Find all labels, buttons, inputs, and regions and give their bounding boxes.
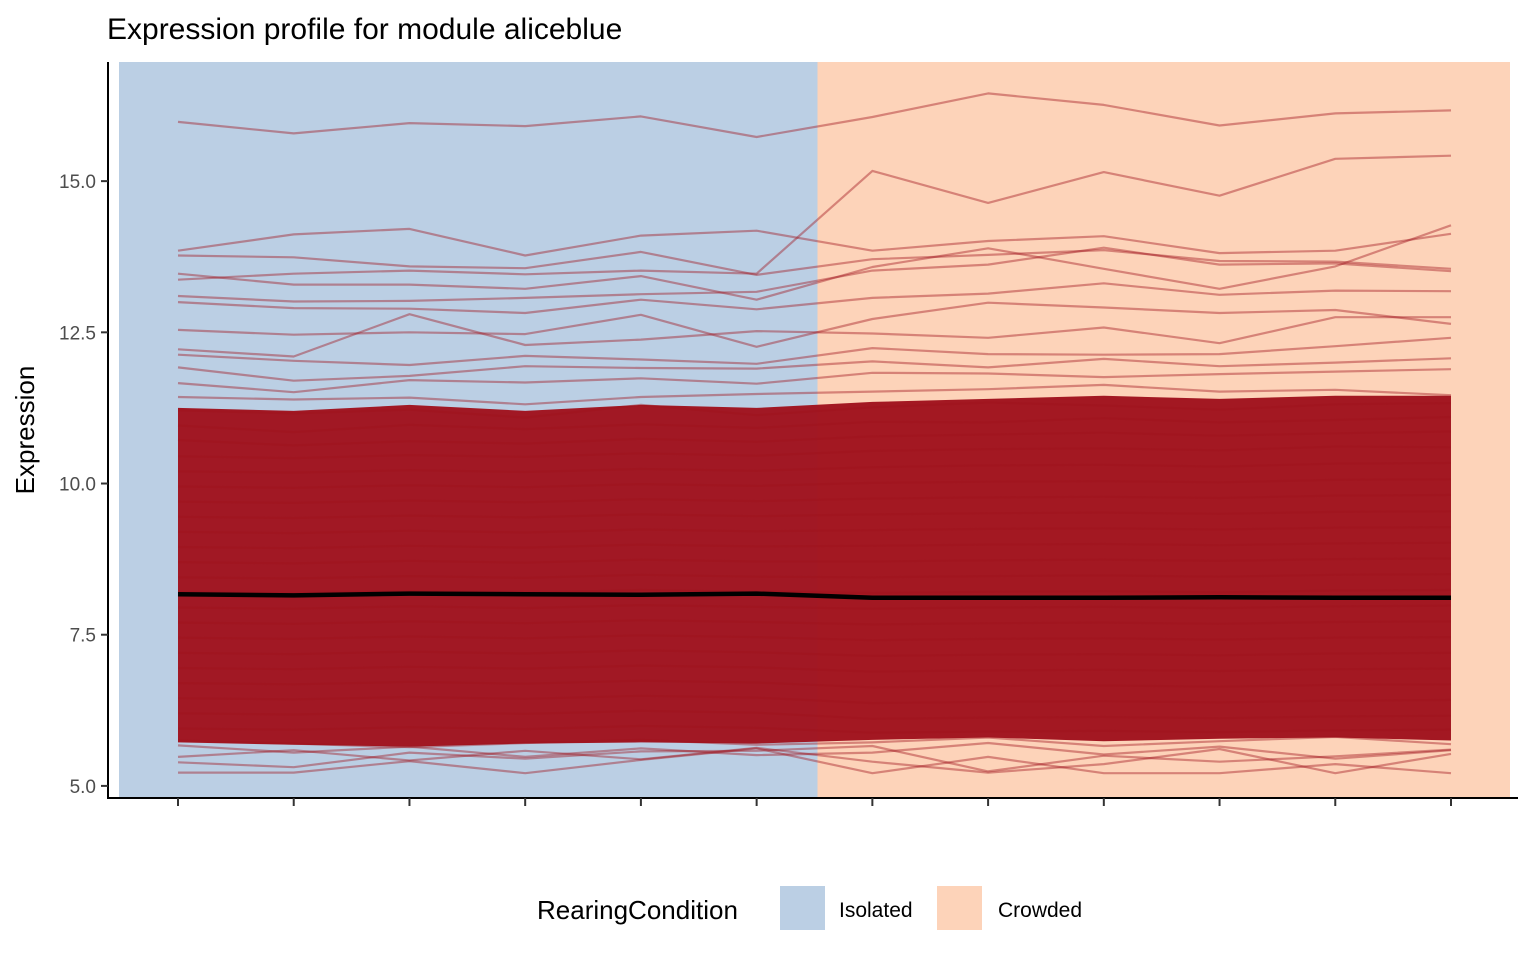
gene-line: [178, 747, 1452, 775]
y-tick-label: 7.5: [70, 626, 96, 647]
y-axis-title: Expression: [10, 366, 40, 495]
gene-line: [177, 573, 1452, 580]
gene-line: [177, 664, 1452, 673]
gene-line: [177, 301, 1452, 348]
gene-line: [177, 461, 1452, 474]
gene-line: [177, 510, 1452, 520]
gene-line: [177, 603, 1452, 610]
gene-line: [177, 227, 1452, 257]
gene-lines-layer: [177, 92, 1452, 775]
gene-line: [177, 735, 1452, 749]
gene-line: [177, 746, 1452, 775]
gene-line-band: [178, 395, 1451, 747]
y-tick-label: 12.5: [59, 323, 96, 344]
gene-line: [177, 246, 1452, 303]
gene-line: [177, 649, 1452, 658]
legend: RearingCondition Isolated Crowded: [537, 886, 1082, 930]
gene-line: [177, 249, 1452, 276]
gene-line: [177, 694, 1452, 705]
y-tick-label: 15.0: [59, 172, 96, 193]
y-tick-label: 10.0: [59, 475, 96, 496]
legend-key-isolated: [780, 886, 825, 930]
gene-line: [177, 415, 1452, 434]
gene-line: [177, 430, 1452, 447]
y-tick-label: 5.0: [70, 777, 96, 798]
gene-expression-band: [178, 395, 1451, 747]
gene-line: [177, 92, 1452, 139]
gene-line: [177, 357, 1452, 382]
gene-line: [177, 679, 1452, 689]
gene-line: [177, 741, 1452, 760]
gene-line: [177, 588, 1452, 595]
gene-line: [177, 541, 1452, 550]
gene-line: [177, 445, 1452, 460]
gene-line: [177, 368, 1452, 394]
legend-label-crowded: Crowded: [998, 899, 1082, 922]
gene-line: [177, 478, 1452, 489]
gene-line: [177, 154, 1452, 281]
legend-label-isolated: Isolated: [839, 899, 913, 922]
legend-key-crowded: [937, 886, 982, 930]
gene-line: [177, 557, 1452, 565]
gene-line: [177, 313, 1451, 358]
mean-expression-line: [177, 591, 1451, 601]
gene-line: [177, 401, 1452, 419]
gene-line: [177, 282, 1452, 315]
gene-line: [177, 224, 1452, 301]
legend-title: RearingCondition: [537, 895, 738, 925]
gene-line: [177, 383, 1452, 406]
gene-line: [177, 493, 1452, 504]
gene-line: [177, 724, 1452, 734]
mean-line-layer: [177, 591, 1451, 601]
chart-title: Expression profile for module aliceblue: [107, 13, 622, 46]
gene-line: [177, 634, 1452, 642]
axes-layer: 5.0 7.5 10.0 12.5 15.0: [59, 62, 1518, 806]
gene-line: [177, 525, 1452, 535]
gene-line: [177, 336, 1452, 367]
gene-line: [177, 744, 1452, 773]
gene-line: [177, 709, 1452, 720]
gene-line: [177, 619, 1452, 626]
